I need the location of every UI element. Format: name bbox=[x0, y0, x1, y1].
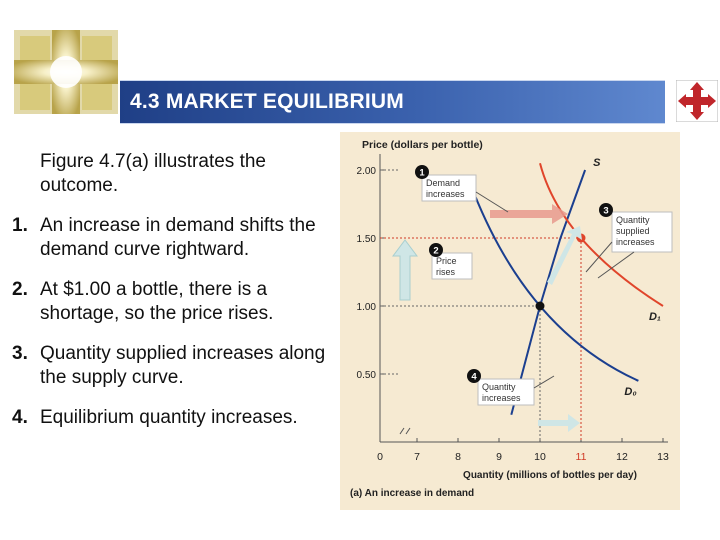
item-text: An increase in demand shifts the demand … bbox=[40, 215, 316, 260]
leader-line bbox=[597, 251, 635, 279]
demand-shift-arrow bbox=[490, 204, 568, 224]
equilibrium-point bbox=[535, 301, 545, 311]
x-tick-label: 12 bbox=[616, 451, 628, 463]
item-text: Equilibrium quantity increases. bbox=[40, 407, 298, 428]
supply-move-arrow bbox=[547, 226, 582, 285]
y-tick-label: 1.50 bbox=[357, 234, 377, 245]
list-item: 3. Quantity supplied increases along the… bbox=[12, 342, 342, 390]
annotation-text: Quantity bbox=[482, 382, 516, 392]
annotation-text: Demand bbox=[426, 178, 460, 188]
x-tick-label: 13 bbox=[657, 451, 669, 463]
list-item: 2. At $1.00 a bottle, there is a shortag… bbox=[12, 278, 342, 326]
item-number: 2. bbox=[12, 279, 28, 300]
star-logo-icon bbox=[14, 30, 118, 114]
annotation-number-badge bbox=[467, 369, 481, 383]
x-tick-label: 9 bbox=[496, 451, 502, 463]
title-bar: 4.3 MARKET EQUILIBRIUM bbox=[120, 80, 665, 124]
annotation-number-badge bbox=[429, 243, 443, 257]
annotation-number: 1 bbox=[419, 168, 425, 179]
quantity-increase-arrow bbox=[538, 414, 580, 432]
annotation-text: increases bbox=[426, 189, 465, 199]
item-text: At $1.00 a bottle, there is a shortage, … bbox=[40, 279, 274, 324]
leader-line bbox=[475, 191, 509, 213]
figure-caption: (a) An increase in demand bbox=[350, 488, 474, 499]
annotation-number: 2 bbox=[433, 246, 438, 257]
price-rise-arrow bbox=[392, 239, 418, 301]
annotation-number: 3 bbox=[603, 206, 608, 217]
figure-background bbox=[340, 132, 680, 510]
annotation-number-badge bbox=[599, 203, 613, 217]
x-tick-label: 0 bbox=[377, 451, 383, 463]
list-item: 4. Equilibrium quantity increases. bbox=[12, 406, 342, 430]
series-label: D₁ bbox=[649, 311, 661, 323]
annotation-text: supplied bbox=[616, 226, 650, 236]
item-text: Quantity supplied increases along the su… bbox=[40, 343, 326, 388]
annotation-box bbox=[421, 174, 477, 202]
annotation-box bbox=[477, 378, 535, 406]
item-number: 3. bbox=[12, 343, 28, 364]
annotation-text: increases bbox=[482, 393, 521, 403]
body-text: Figure 4.7(a) illustrates the outcome. 1… bbox=[12, 150, 342, 446]
leader-line bbox=[533, 375, 555, 389]
x-axis-label: Quantity (millions of bottles per day) bbox=[463, 470, 637, 481]
annotation-number-badge bbox=[415, 165, 429, 179]
axis-break-mark bbox=[399, 427, 411, 435]
x-tick-label: 8 bbox=[455, 451, 461, 463]
x-tick-label: 10 bbox=[534, 451, 546, 463]
move-arrows-icon[interactable] bbox=[676, 80, 718, 122]
series-label: S bbox=[593, 157, 601, 169]
y-tick-label: 1.00 bbox=[357, 302, 377, 313]
item-number: 4. bbox=[12, 407, 28, 428]
annotation-number: 4 bbox=[471, 372, 477, 383]
equilibrium-chart: Price (dollars per bottle) 0.50 1.00 1.50 2.… bbox=[340, 132, 680, 510]
intro-text: Figure 4.7(a) illustrates the outcome. bbox=[40, 151, 266, 196]
annotation-text: increases bbox=[616, 237, 655, 247]
annotation-text: Quantity bbox=[616, 215, 650, 225]
annotation-box bbox=[431, 252, 473, 280]
y-tick-label: 2.00 bbox=[357, 166, 377, 177]
x-tick-label: 11 bbox=[576, 451, 587, 463]
x-tick-label: 7 bbox=[414, 451, 420, 463]
page-title: 4.3 MARKET EQUILIBRIUM bbox=[130, 90, 404, 113]
series-line-1 bbox=[510, 169, 587, 416]
annotation-text: rises bbox=[436, 267, 456, 277]
y-tick-label: 0.50 bbox=[357, 370, 377, 381]
item-number: 1. bbox=[12, 215, 28, 236]
list-item: 1. An increase in demand shifts the dema… bbox=[12, 214, 342, 262]
y-axis-label: Price (dollars per bottle) bbox=[362, 139, 483, 151]
annotation-box bbox=[611, 211, 673, 253]
leader-line bbox=[585, 241, 613, 273]
series-label: D₀ bbox=[624, 386, 636, 398]
annotation-text: Price bbox=[436, 256, 457, 266]
